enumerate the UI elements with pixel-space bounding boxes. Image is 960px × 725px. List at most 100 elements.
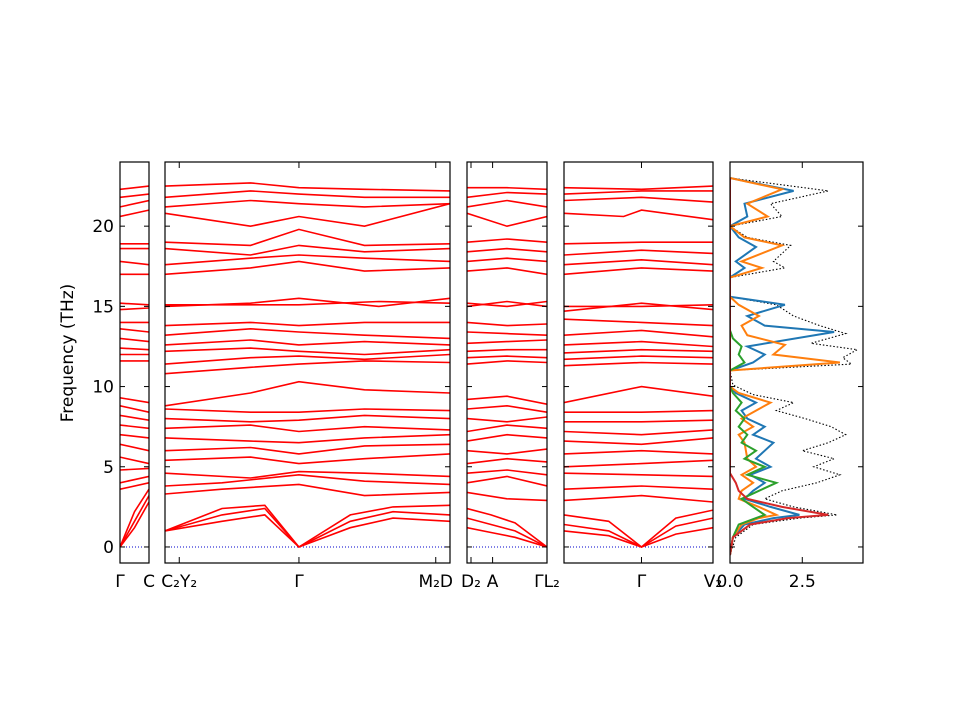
band-line-band-23: [120, 260, 149, 266]
dos-x-tick-label: 0.0: [716, 572, 743, 592]
band-line-band-6: [564, 472, 713, 478]
band-line-band-8: [467, 448, 547, 455]
dos-plot: [730, 177, 859, 556]
dos-series-line-4: [730, 178, 780, 556]
band-line-band-11: [564, 419, 713, 423]
band-line-band-6: [467, 469, 547, 476]
band-line-band-5: [564, 485, 713, 490]
band-line-band-18: [165, 327, 450, 340]
y-tick-label: 20: [92, 217, 114, 237]
dos-series-line-5: [730, 178, 829, 556]
band-line-band-10: [120, 424, 149, 430]
band-line-band-28: [120, 193, 149, 199]
band-line-acoustic-3: [120, 488, 149, 548]
band-line-band-13: [467, 395, 547, 405]
band-line-band-4: [564, 494, 713, 503]
band-line-band-7: [467, 457, 547, 465]
band-line-band-12: [467, 404, 547, 413]
band-line-band-15: [564, 355, 713, 361]
band-line-band-28: [467, 191, 547, 199]
band-line-band-12: [564, 409, 713, 413]
band-line-acoustic-3: [467, 507, 547, 548]
band-line-band-18: [467, 331, 547, 336]
band-line-band-13: [165, 380, 450, 407]
band-line-band-21: [165, 300, 450, 306]
band-line-band-10: [467, 424, 547, 433]
band-line-band-25: [165, 228, 450, 247]
band-line-band-5: [120, 475, 149, 484]
band-line-band-25: [467, 238, 547, 243]
band-line-band-9: [165, 433, 450, 444]
y-axis-label: Frequency (THz): [58, 284, 78, 423]
band-line-band-7: [564, 459, 713, 468]
band-line-band-23: [467, 257, 547, 263]
band-line-band-24: [467, 247, 547, 253]
band-line-band-24: [564, 249, 713, 256]
panel-2-frame: [164, 161, 451, 564]
band-line-band-9: [467, 433, 547, 442]
band-line-band-29: [467, 186, 547, 191]
band-line-band-14: [165, 360, 450, 375]
band-line-band-11: [165, 414, 450, 423]
band-line-band-26: [467, 212, 547, 228]
y-tick-label: 5: [103, 458, 114, 478]
band-line-band-18: [564, 329, 713, 338]
band-line-band-29: [165, 182, 450, 192]
band-line-band-21: [120, 302, 149, 306]
x-tick-label: Γ: [637, 572, 647, 592]
panel-3-plot: [467, 186, 547, 548]
x-tick-label: Γ: [294, 572, 304, 592]
band-line-band-5: [165, 473, 450, 487]
band-line-band-4: [165, 483, 450, 497]
band-line-band-14: [564, 361, 713, 367]
panel-1-frame: [119, 161, 150, 564]
band-line-band-4: [120, 482, 149, 490]
dos-x-tick-label: 2.5: [789, 572, 816, 592]
band-line-band-8: [165, 443, 450, 455]
x-tick-label: Γ: [115, 572, 125, 592]
band-line-band-27: [564, 196, 713, 203]
x-tick-label: ΓL₂: [534, 572, 560, 592]
band-line-band-13: [120, 397, 149, 404]
band-line-band-26: [165, 202, 450, 228]
band-line-band-28: [165, 190, 450, 199]
band-line-band-23: [564, 258, 713, 266]
dos-series-line-1: [730, 177, 859, 556]
band-line-band-29: [564, 185, 713, 191]
band-line-band-21: [467, 300, 547, 308]
band-line-band-10: [564, 429, 713, 436]
y-tick-label: 10: [92, 378, 114, 398]
band-line-band-8: [120, 443, 149, 452]
panel-4-frame: [563, 161, 714, 564]
x-tick-label: C: [143, 572, 155, 592]
band-line-band-26: [564, 209, 713, 221]
x-tick-label: M₂D: [418, 572, 453, 592]
dos-panel-frame: [729, 161, 864, 564]
band-line-band-11: [120, 414, 149, 421]
band-line-band-15: [165, 353, 450, 365]
panel-2-plot: [165, 182, 450, 549]
band-line-band-25: [564, 241, 713, 245]
band-line-band-18: [120, 328, 149, 333]
band-line-acoustic-2: [120, 495, 149, 548]
band-line-band-7: [165, 453, 450, 465]
band-line-band-20: [564, 302, 713, 312]
band-line-band-12: [165, 408, 450, 413]
band-line-band-19: [165, 321, 450, 327]
band-line-band-8: [564, 449, 713, 455]
band-line-band-17: [467, 339, 547, 345]
band-line-band-20: [120, 307, 149, 311]
band-line-band-28: [564, 190, 713, 195]
dos-series-line-3: [730, 177, 841, 556]
band-line-band-21: [564, 304, 713, 308]
band-line-band-16: [564, 348, 713, 354]
band-line-band-19: [467, 321, 547, 327]
band-line-band-14: [467, 360, 547, 365]
band-line-band-16: [165, 347, 450, 356]
band-line-band-12: [120, 405, 149, 413]
band-line-band-16: [467, 348, 547, 353]
band-line-band-27: [467, 199, 547, 208]
band-line-band-9: [564, 437, 713, 446]
band-line-band-26: [120, 209, 149, 218]
